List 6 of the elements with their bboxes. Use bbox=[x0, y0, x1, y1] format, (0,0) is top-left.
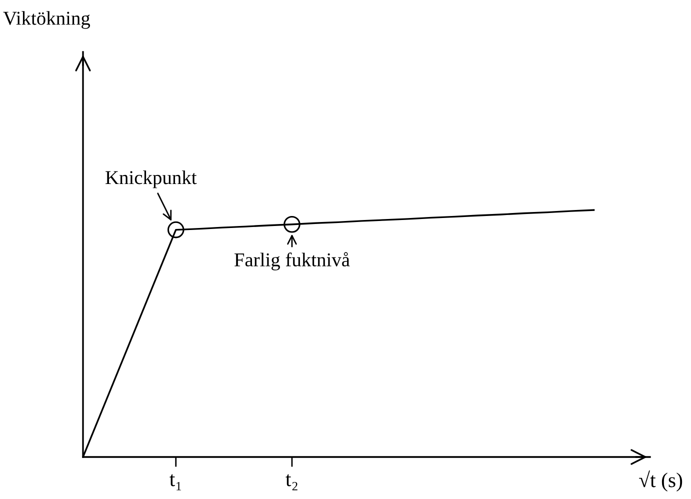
x-axis-title: √t (s) bbox=[639, 470, 682, 492]
text: Viktökning bbox=[3, 11, 90, 29]
x-tick-label: t₁ bbox=[170, 474, 181, 490]
annotation: Farlig fuktnivå bbox=[234, 252, 350, 270]
annotation: Knickpunkt bbox=[106, 170, 197, 188]
x-tick-label: t₂ bbox=[286, 474, 298, 490]
